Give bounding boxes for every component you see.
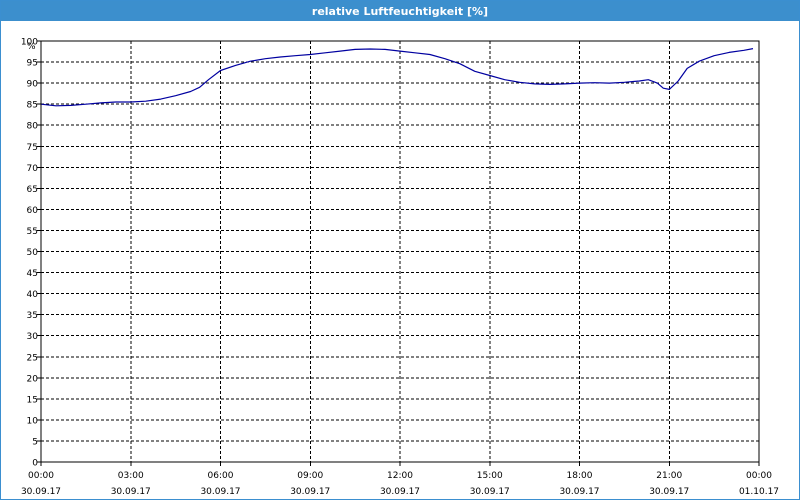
- y-tick-label: 95: [27, 59, 38, 69]
- y-tick-label: 45: [27, 269, 38, 279]
- y-tick-label: 40: [27, 290, 39, 300]
- x-tick-date-label: 30.09.17: [470, 487, 510, 497]
- x-tick-date-label: 01.10.17: [739, 487, 779, 497]
- x-axis-ticks: 00:00 30.09.17 03:00 30.09.17 06:00 30.09.17 0…: [21, 462, 779, 497]
- y-tick-label: 65: [27, 185, 38, 195]
- y-tick-label: 100: [21, 38, 38, 48]
- y-tick-label: 60: [27, 206, 39, 216]
- y-tick-label: 55: [27, 227, 38, 237]
- x-tick-date-label: 30.09.17: [290, 487, 330, 497]
- x-tick-time-label: 00:00: [746, 471, 772, 481]
- x-tick-time-label: 03:00: [118, 471, 144, 481]
- y-tick-label: 90: [27, 80, 39, 90]
- x-tick-time-label: 18:00: [567, 471, 593, 481]
- y-tick-label: 15: [27, 395, 38, 405]
- y-tick-label: 0: [32, 459, 38, 469]
- x-tick-time-label: 06:00: [208, 471, 234, 481]
- y-tick-label: 35: [27, 311, 38, 321]
- humidity-line-chart: 0 5 10 15 20 25 30 35 40 45 50 55 60 65 70 75 80 85 90 95 10…: [21, 38, 779, 498]
- window-title: relative Luftfeuchtigkeit [%]: [1, 1, 799, 21]
- x-tick-time-label: 00:00: [28, 471, 54, 481]
- series-line-humidity: [40, 48, 754, 107]
- y-axis-label: %: [27, 42, 36, 52]
- y-tick-label: 80: [27, 122, 39, 132]
- x-tick-date-label: 30.09.17: [111, 487, 151, 497]
- y-tick-label: 85: [27, 101, 38, 111]
- x-tick-date-label: 30.09.17: [649, 487, 689, 497]
- series-layer: [40, 48, 754, 107]
- y-tick-label: 70: [27, 164, 39, 174]
- y-tick-label: 10: [27, 416, 39, 426]
- y-tick-label: 75: [27, 143, 38, 153]
- chart-area: 0 5 10 15 20 25 30 35 40 45 50 55 60 65 70 75 80 85 90 95 10…: [1, 22, 799, 499]
- grid: [41, 40, 759, 462]
- x-tick-date-label: 30.09.17: [21, 487, 61, 497]
- x-tick-time-label: 12:00: [387, 471, 413, 481]
- x-tick-date-label: 30.09.17: [559, 487, 599, 497]
- y-tick-label: 30: [27, 332, 39, 342]
- x-tick-time-label: 15:00: [477, 471, 503, 481]
- y-tick-label: 50: [27, 248, 39, 258]
- x-tick-time-label: 09:00: [297, 471, 323, 481]
- x-tick-time-label: 21:00: [656, 471, 682, 481]
- y-axis-ticks: 0 5 10 15 20 25 30 35 40 45 50 55 60 65 70 75 80 85 90 95 10…: [21, 38, 41, 469]
- y-tick-label: 20: [27, 374, 39, 384]
- y-tick-label: 25: [27, 353, 38, 363]
- x-tick-date-label: 30.09.17: [200, 487, 240, 497]
- y-tick-label: 5: [32, 437, 38, 447]
- x-tick-date-label: 30.09.17: [380, 487, 420, 497]
